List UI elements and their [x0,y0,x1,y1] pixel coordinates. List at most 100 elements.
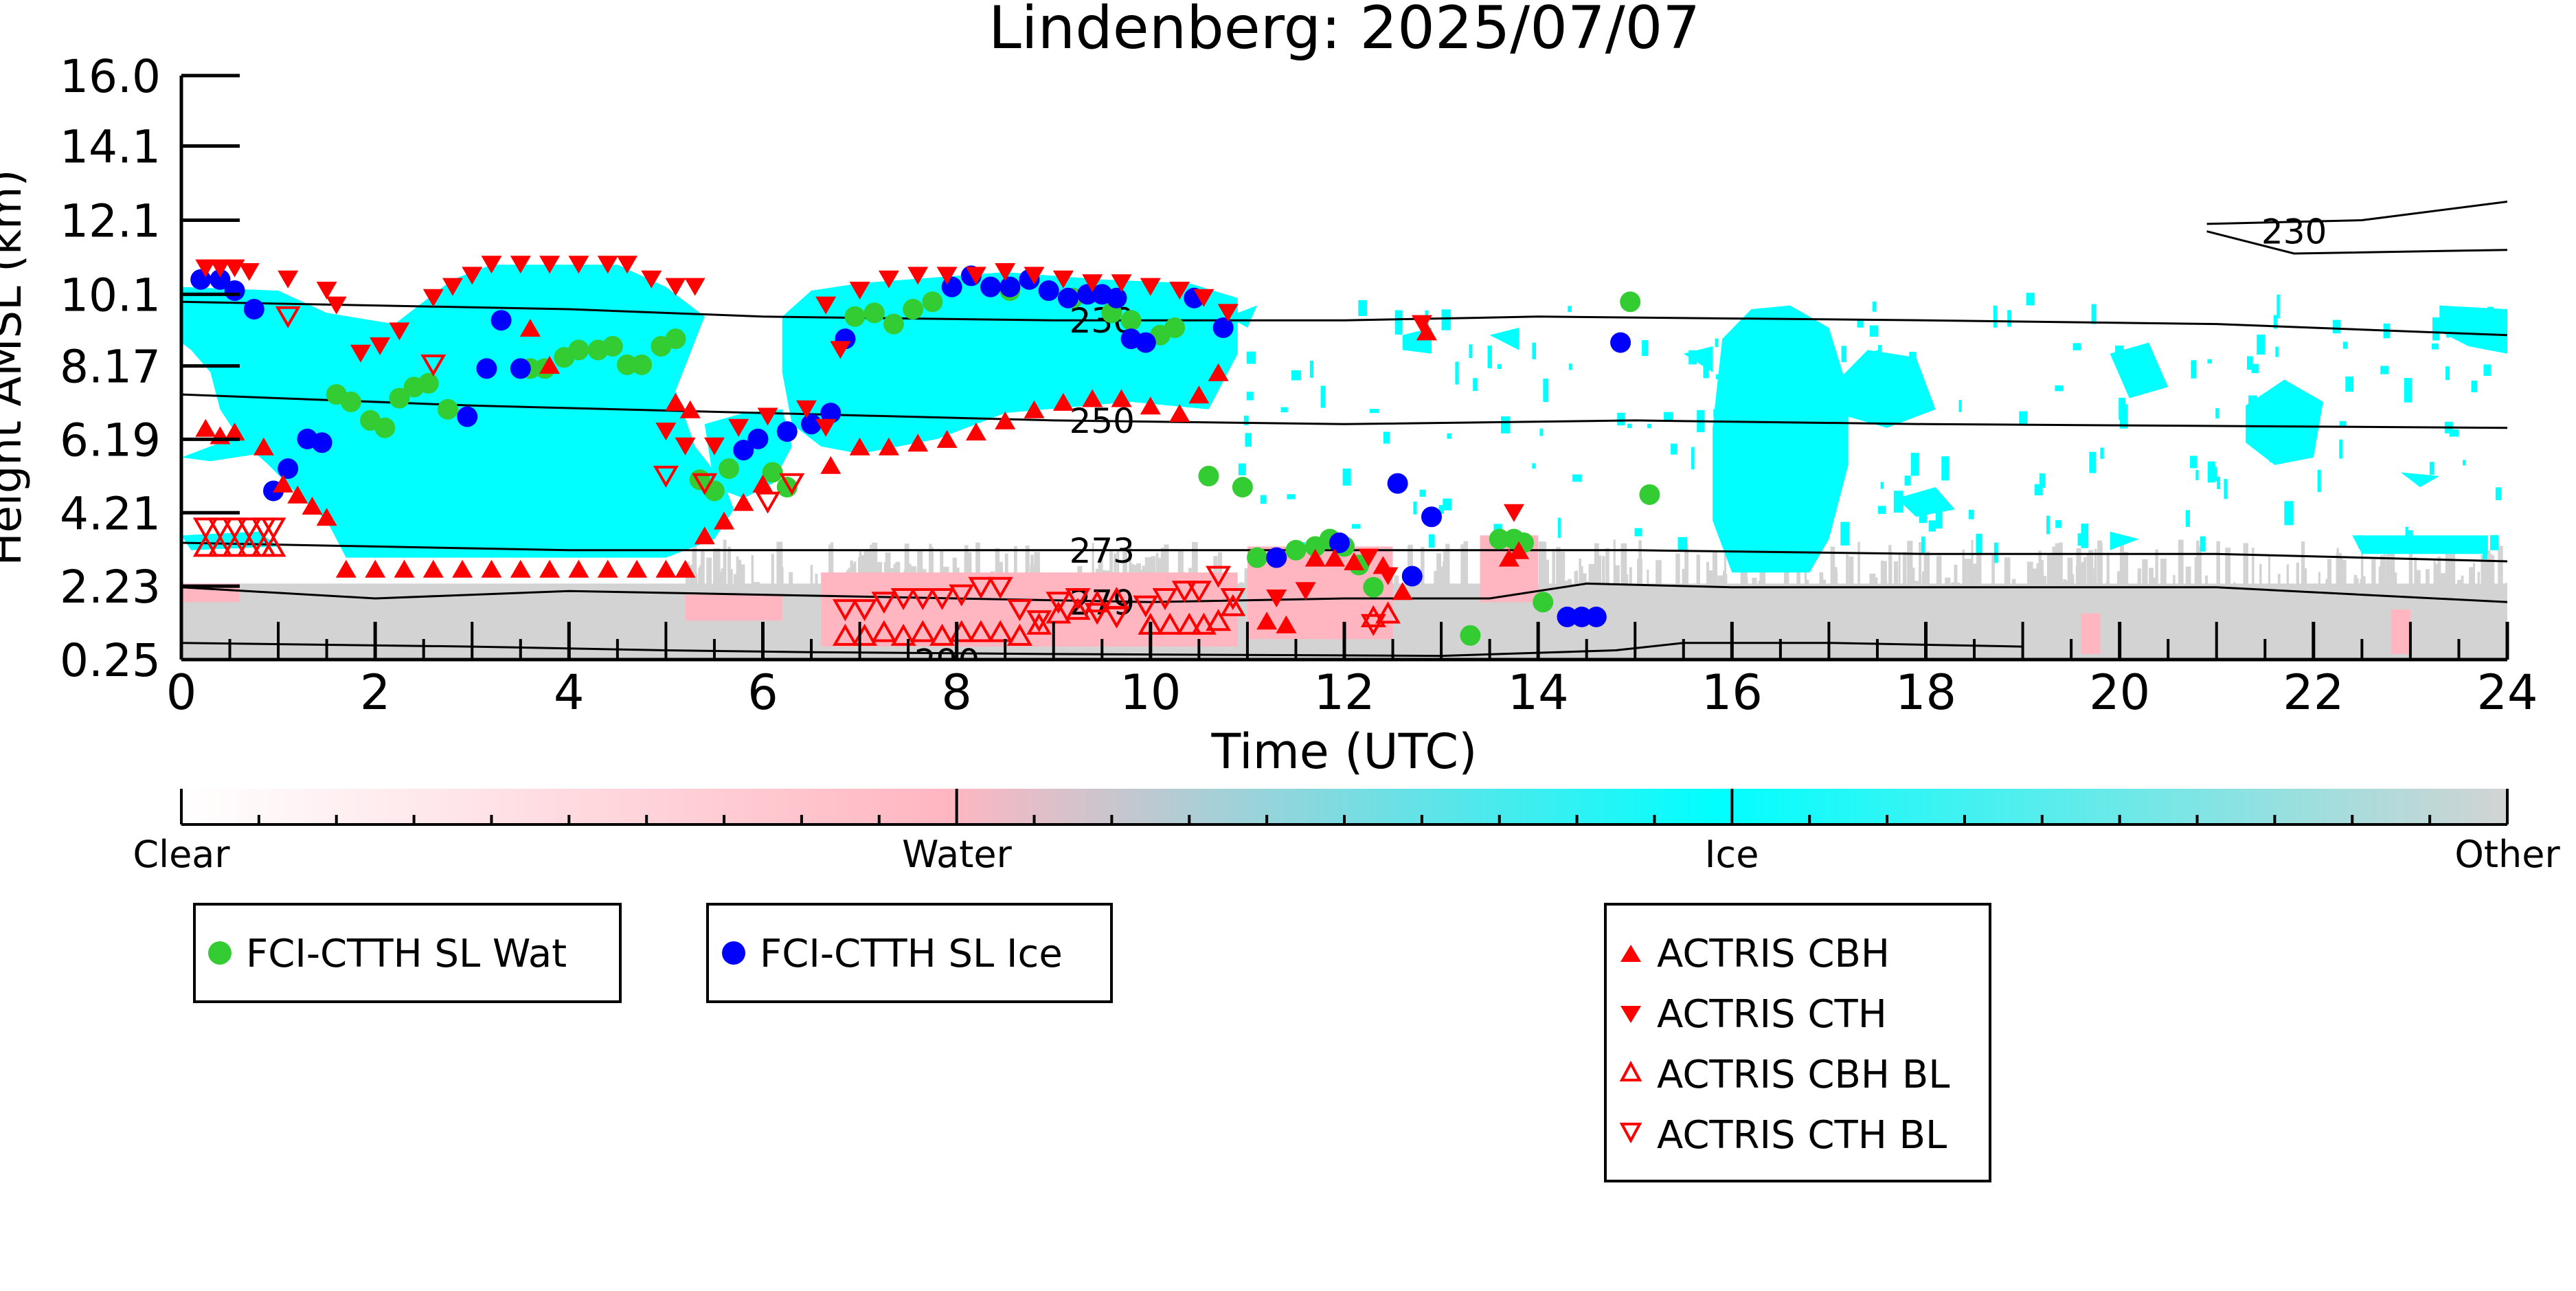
phase-other-streak [1971,539,1974,587]
marker-triangle-up [675,559,696,578]
phase-other-streak [2435,563,2439,587]
phase-other-streak [776,541,783,587]
marker-triangle-down-open [755,491,781,514]
phase-ice-fleck [1438,505,1444,514]
phase-other-streak [1723,570,1726,587]
phase-ice-fleck [2298,392,2305,414]
phase-ice-region [1489,328,1519,350]
phase-ice-fleck [1713,409,1721,418]
phase-other-streak [2296,562,2300,587]
phase-other-streak [1460,544,1465,587]
marker-circle [1232,477,1253,498]
phase-other-streak [2064,581,2069,587]
phase-ice-fleck [2089,451,2097,473]
phase-other-streak [1217,552,1223,587]
phase-other-streak [2233,582,2236,587]
marker-triangle-down [830,341,851,359]
phase-other-streak [2259,563,2262,587]
marker-triangle-up-open [909,620,936,642]
phase-other-streak [1783,565,1789,587]
marker-triangle-up [1304,548,1326,567]
phase-other-streak [715,548,721,587]
phase-other-streak [2063,579,2067,587]
marker-circle [1212,317,1234,338]
phase-other-streak [2268,554,2270,587]
phase-ice-fleck [1910,453,1919,476]
marker-circle [616,354,637,375]
marker-triangle-up-open [236,535,262,557]
phase-other-streak [870,544,873,587]
marker-triangle-up [1208,363,1229,381]
phase-other-streak [2149,568,2154,587]
marker-triangle-up [1024,400,1045,418]
phase-other-streak [2048,554,2053,587]
phase-ice-fleck [2393,535,2399,544]
phase-ice-fleck [1260,495,1267,504]
marker-triangle-down [539,256,561,274]
phase-ice-fleck [1861,396,1871,412]
phase-ice-fleck [1766,429,1772,434]
phase-ice-fleck [1443,498,1452,510]
phase-other-streak [863,550,868,587]
phase-other-streak [1541,570,1548,587]
marker-circle [863,302,885,324]
phase-ice-fleck [1765,481,1771,493]
marker-triangle-up [878,437,899,456]
legend-marker-triangle-up-open [1619,1060,1642,1081]
marker-circle [747,428,769,449]
marker-triangle-down [510,256,531,274]
phase-other-streak [2426,569,2430,587]
colorbar-label-water: Water [902,833,1012,876]
phase-other-streak [1881,561,1887,587]
phase-other-streak [2059,582,2064,587]
phase-ice-fleck [2251,363,2259,374]
phase-other-streak [2094,549,2097,587]
phase-other-streak [2360,541,2364,587]
marker-triangle-up [1111,389,1132,407]
legend-label: FCI-CTTH SL Wat [246,932,567,976]
phase-ice-fleck [1441,309,1451,330]
marker-triangle-down-open [871,592,897,614]
phase-other-streak [1239,582,1244,587]
marker-triangle-up [965,423,986,441]
phase-ice-fleck [1497,363,1502,369]
phase-ice-fleck [2055,385,2064,392]
phase-other-streak [1804,559,1807,587]
phase-ice-fleck [2487,306,2494,324]
phase-ice-fleck [2339,420,2347,427]
phase-other-streak [1155,552,1159,587]
phase-other-streak [904,543,909,587]
marker-triangle-up [626,559,648,578]
phase-ice-fleck [1243,415,1249,425]
marker-triangle-down-open [420,355,447,377]
phase-ice-fleck [1569,363,1572,370]
phase-other-streak [1463,541,1469,587]
isotherm-label: 230 [2261,212,2327,252]
marker-triangle-down [1052,270,1074,289]
marker-circle [243,299,264,319]
marker-triangle-down [326,296,347,315]
phase-other-streak [1614,565,1620,587]
marker-triangle-down [597,256,618,274]
phase-other-streak [1830,546,1835,587]
marker-circle [1247,547,1268,568]
phase-ice-region [1228,305,1257,328]
y-tick-label: 10.1 [60,269,161,322]
phase-other-streak [1717,575,1724,587]
phase-other-streak [2059,542,2063,587]
marker-circle [1610,332,1631,353]
marker-triangle-down [568,256,589,274]
marker-triangle-down-open [909,588,936,611]
y-tick-label: 12.1 [60,194,161,247]
marker-triangle-up [1324,548,1345,567]
phase-ice-fleck [2190,456,2197,469]
phase-other-streak [1574,571,1577,587]
phase-ice-fleck [1627,423,1632,428]
marker-triangle-down [1217,304,1239,322]
marker-triangle-up [568,559,589,578]
marker-circle [1401,565,1423,587]
marker-triangle-down [796,400,817,418]
phase-other-streak [859,555,866,587]
marker-triangle-down [1024,267,1045,285]
marker-circle [1363,576,1384,598]
